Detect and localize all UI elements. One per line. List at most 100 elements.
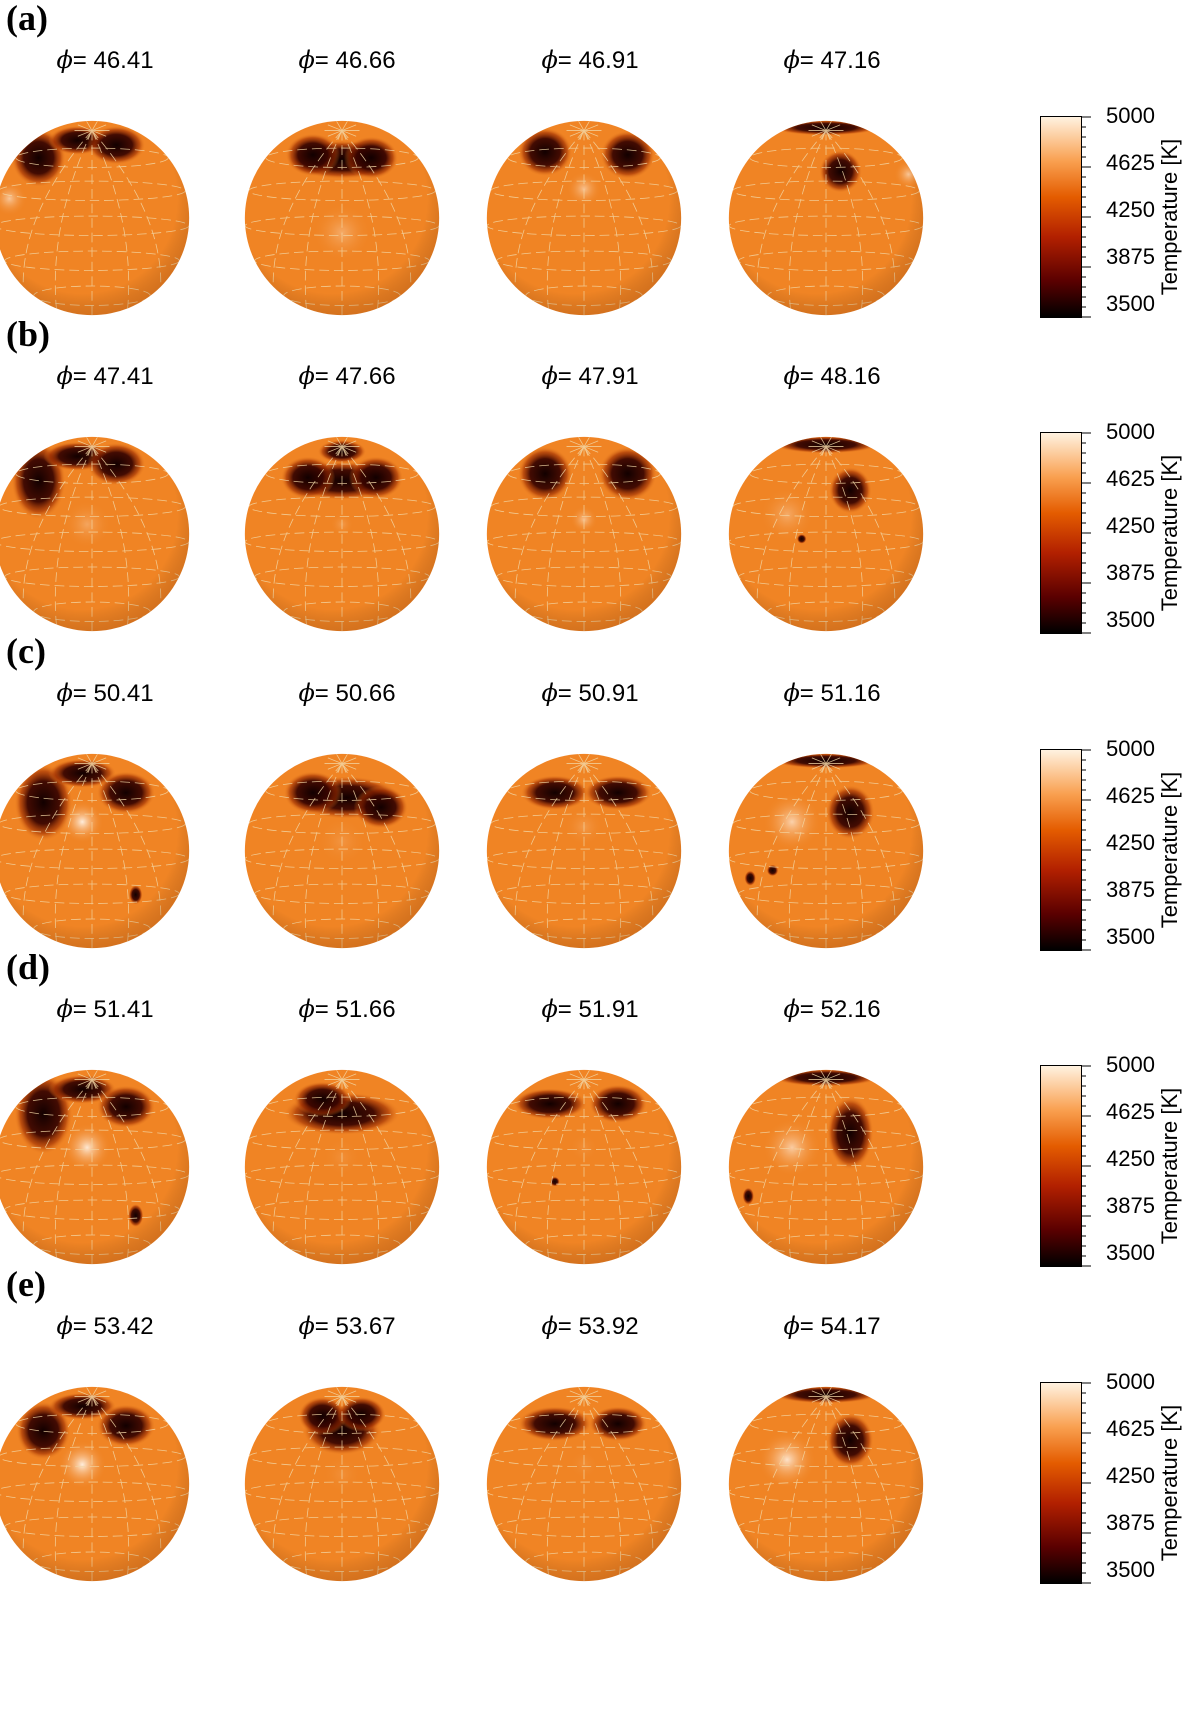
phase-separator: =	[72, 996, 94, 1023]
temperature-map-sphere	[244, 120, 440, 316]
phase-symbol: ϕ	[56, 995, 73, 1023]
colorbar	[1040, 1065, 1082, 1267]
phase-value: 53.67	[335, 1313, 396, 1340]
colorbar-ticks	[1081, 749, 1091, 951]
phase-label: ϕ= 51.16	[732, 679, 932, 708]
phase-label: ϕ= 46.66	[247, 46, 447, 75]
temperature-map-sphere	[486, 436, 682, 632]
colorbar-tick-label: 5000	[1106, 736, 1155, 761]
colorbar-tick-label: 3500	[1106, 924, 1155, 949]
phase-label: ϕ= 47.66	[247, 362, 447, 391]
panel-label: (d)	[6, 947, 50, 987]
colorbar-title: Temperature [K]	[1157, 1404, 1182, 1562]
phase-label: ϕ= 50.41	[5, 679, 205, 708]
colorbar-tick-label: 5000	[1106, 103, 1155, 128]
temperature-map-sphere	[244, 1386, 440, 1582]
phase-value: 51.66	[335, 996, 396, 1023]
phase-separator: =	[72, 363, 94, 390]
colorbar-tick-label: 3875	[1106, 244, 1155, 269]
phase-separator: =	[557, 680, 579, 707]
phase-symbol: ϕ	[541, 995, 558, 1023]
phase-value: 48.16	[820, 363, 881, 390]
phase-label: ϕ= 53.42	[5, 1312, 205, 1341]
phase-label: ϕ= 54.17	[732, 1312, 932, 1341]
phase-symbol: ϕ	[541, 362, 558, 390]
phase-label: ϕ= 53.92	[490, 1312, 690, 1341]
phase-separator: =	[314, 680, 336, 707]
phase-value: 47.16	[820, 47, 881, 74]
phase-separator: =	[72, 680, 94, 707]
phase-label: ϕ= 52.16	[732, 995, 932, 1024]
colorbar	[1040, 1382, 1082, 1584]
colorbar-tick-label: 5000	[1106, 1369, 1155, 1394]
temperature-map-sphere	[0, 753, 190, 949]
phase-symbol: ϕ	[56, 1312, 73, 1340]
temperature-map-sphere	[244, 753, 440, 949]
phase-value: 50.91	[578, 680, 639, 707]
colorbar-ticks	[1081, 432, 1091, 634]
colorbar-ticks	[1081, 1382, 1091, 1584]
phase-value: 47.41	[93, 363, 154, 390]
phase-separator: =	[557, 47, 579, 74]
phase-symbol: ϕ	[298, 679, 315, 707]
phase-separator: =	[72, 47, 94, 74]
colorbar-tick-label: 4625	[1106, 1416, 1155, 1441]
temperature-map-sphere	[728, 436, 924, 632]
phase-symbol: ϕ	[541, 46, 558, 74]
phase-separator: =	[557, 363, 579, 390]
temperature-map-sphere	[0, 436, 190, 632]
phase-separator: =	[557, 996, 579, 1023]
colorbar-tick-label: 4250	[1106, 197, 1155, 222]
phase-label: ϕ= 50.91	[490, 679, 690, 708]
phase-symbol: ϕ	[56, 46, 73, 74]
phase-symbol: ϕ	[56, 362, 73, 390]
temperature-map-sphere	[728, 753, 924, 949]
phase-value: 50.66	[335, 680, 396, 707]
phase-separator: =	[314, 363, 336, 390]
phase-symbol: ϕ	[298, 995, 315, 1023]
phase-value: 54.17	[820, 1313, 881, 1340]
colorbar-tick-label: 3875	[1106, 877, 1155, 902]
phase-separator: =	[799, 996, 821, 1023]
phase-separator: =	[314, 1313, 336, 1340]
colorbar-tick-label: 3500	[1106, 1557, 1155, 1582]
colorbar-tick-label: 3875	[1106, 1510, 1155, 1535]
colorbar-tick-label: 4625	[1106, 150, 1155, 175]
temperature-map-sphere	[486, 120, 682, 316]
phase-label: ϕ= 50.66	[247, 679, 447, 708]
phase-label: ϕ= 51.41	[5, 995, 205, 1024]
phase-value: 50.41	[93, 680, 154, 707]
colorbar-tick-label: 5000	[1106, 1052, 1155, 1077]
phase-value: 53.42	[93, 1313, 154, 1340]
temperature-map-sphere	[728, 1069, 924, 1265]
colorbar	[1040, 432, 1082, 634]
temperature-map-sphere	[244, 436, 440, 632]
phase-value: 53.92	[578, 1313, 639, 1340]
colorbar-title: Temperature [K]	[1157, 1087, 1182, 1245]
phase-value: 47.66	[335, 363, 396, 390]
phase-label: ϕ= 48.16	[732, 362, 932, 391]
colorbar-title: Temperature [K]	[1157, 771, 1182, 929]
phase-value: 47.91	[578, 363, 639, 390]
phase-separator: =	[557, 1313, 579, 1340]
phase-symbol: ϕ	[783, 679, 800, 707]
colorbar-tick-label: 3500	[1106, 607, 1155, 632]
phase-label: ϕ= 47.41	[5, 362, 205, 391]
phase-symbol: ϕ	[783, 1312, 800, 1340]
colorbar	[1040, 116, 1082, 318]
colorbar-tick-label: 3500	[1106, 291, 1155, 316]
colorbar-tick-label: 4625	[1106, 1099, 1155, 1124]
colorbar	[1040, 749, 1082, 951]
temperature-map-sphere	[0, 1069, 190, 1265]
phase-separator: =	[799, 680, 821, 707]
panel-label: (e)	[6, 1264, 46, 1304]
panel: (c) ϕ= 50.41 ϕ= 50.66 ϕ= 50.91 ϕ= 51.16 5000 4…	[0, 633, 1200, 978]
phase-symbol: ϕ	[541, 1312, 558, 1340]
panel: (a) ϕ= 46.41 ϕ= 46.66 ϕ= 46.91 ϕ= 47.16 5000 4…	[0, 0, 1200, 345]
phase-label: ϕ= 47.16	[732, 46, 932, 75]
colorbar-tick-label: 4250	[1106, 1146, 1155, 1171]
colorbar-title: Temperature [K]	[1157, 454, 1182, 612]
phase-separator: =	[314, 996, 336, 1023]
phase-label: ϕ= 53.67	[247, 1312, 447, 1341]
colorbar-tick-label: 5000	[1106, 419, 1155, 444]
